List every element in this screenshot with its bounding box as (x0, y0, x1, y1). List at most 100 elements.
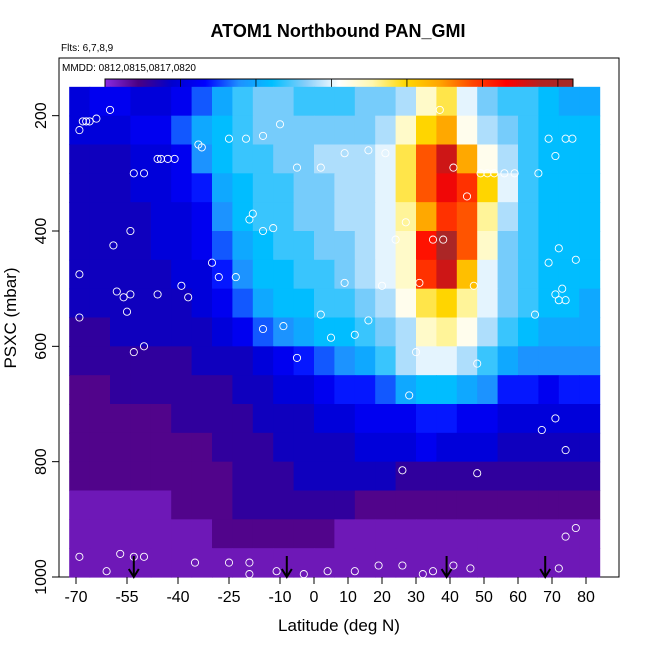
heatmap-cell (232, 259, 254, 290)
heatmap-cell (518, 144, 539, 174)
heatmap-cell (558, 202, 580, 232)
heatmap-cell (89, 202, 111, 232)
heatmap-cell (497, 461, 519, 492)
observation-point (258, 131, 268, 140)
heatmap-cell (171, 404, 193, 434)
heatmap-cell (477, 317, 499, 347)
heatmap-cell (497, 346, 519, 376)
heatmap-cell (314, 461, 335, 492)
heatmap-cell (273, 115, 295, 146)
heatmap-cell (334, 432, 356, 463)
observation-point (75, 313, 84, 322)
y-tick-label: 600 (33, 333, 50, 360)
heatmap-cell (130, 432, 152, 463)
heatmap-cell (314, 490, 335, 520)
observation-point (551, 414, 560, 423)
heatmap-cell (497, 317, 519, 347)
heatmap-cell (375, 288, 397, 319)
heatmap-cell (334, 231, 356, 261)
observation-point (207, 258, 217, 267)
heatmap-cell (150, 461, 172, 492)
heatmap-cell (518, 461, 539, 492)
heatmap-cell (375, 259, 397, 290)
heatmap-cell (477, 490, 499, 520)
x-axis-label: Latitude (deg N) (278, 616, 400, 635)
heatmap-cell (456, 317, 478, 347)
observation-point (350, 330, 359, 339)
heatmap-cell (354, 490, 376, 520)
heatmap-cell (375, 317, 397, 347)
heatmap-cell (69, 490, 91, 520)
heatmap-cell (191, 461, 213, 492)
observation-point (374, 561, 383, 570)
heatmap-cell (558, 231, 580, 261)
heatmap-cell (416, 548, 437, 578)
arrow-head (127, 568, 140, 579)
heatmap-cell (416, 346, 437, 376)
observation-point (398, 561, 407, 570)
heatmap-cell (273, 86, 295, 117)
observation-point (119, 293, 128, 302)
heatmap-cell (314, 375, 335, 405)
heatmap-cell (558, 404, 580, 434)
heatmap-cell (314, 519, 335, 549)
heatmap-cell (334, 202, 356, 232)
observation-point (391, 235, 400, 244)
heatmap-cell (171, 231, 193, 261)
heatmap-cell (69, 375, 91, 405)
observation-point (116, 549, 125, 558)
heatmap-cell (130, 173, 152, 203)
observation-point (326, 333, 336, 342)
heatmap-cell (252, 231, 274, 261)
heatmap-cell (436, 490, 458, 520)
heatmap-cell (191, 490, 213, 520)
heatmap-cell (314, 144, 335, 174)
heatmap-cell (191, 519, 213, 549)
heatmap-cell (110, 375, 131, 405)
heatmap-cell (395, 288, 417, 319)
heatmap-cell (538, 231, 560, 261)
heatmap-cell (456, 259, 478, 290)
heatmap-cell (69, 404, 91, 434)
heatmap-cell (375, 231, 397, 261)
heatmap-cell (69, 548, 91, 578)
heatmap-cell (579, 115, 601, 146)
heatmap-cell (395, 115, 417, 146)
observation-point (364, 146, 373, 155)
heatmap-cell (538, 86, 560, 117)
heatmap-cell (293, 288, 315, 319)
heatmap-cell (191, 202, 213, 232)
heatmap-cell (436, 461, 458, 492)
heatmap-cell (497, 404, 519, 434)
heatmap-cell (232, 346, 254, 376)
heatmap-cell (171, 346, 193, 376)
heatmap-cell (416, 490, 437, 520)
heatmap-cell (518, 115, 539, 146)
heatmap-cell (395, 375, 417, 405)
heatmap-cell (314, 86, 335, 117)
heatmap-cell (293, 461, 315, 492)
heatmap-cell (273, 461, 295, 492)
observation-point (401, 218, 410, 227)
heatmap-cell (558, 461, 580, 492)
heatmap-cell (334, 317, 356, 347)
heatmap-cell (89, 86, 111, 117)
observation-point (350, 567, 359, 576)
heatmap-cell (273, 173, 295, 203)
observation-point (469, 281, 478, 290)
observation-point (568, 134, 577, 143)
heatmap-cell (69, 346, 91, 376)
heatmap-cell (477, 202, 499, 232)
heatmap-cell (191, 404, 213, 434)
heatmap-cell (89, 461, 111, 492)
heatmap-cell (558, 317, 580, 347)
heatmap-cell (375, 519, 397, 549)
heatmap-cell (456, 202, 478, 232)
heatmap-cell (69, 86, 91, 117)
heatmap-cell (334, 490, 356, 520)
heatmap-cell (273, 404, 295, 434)
heatmap-cell (395, 548, 417, 578)
heatmap-cell (212, 259, 233, 290)
heatmap-cell (252, 432, 274, 463)
heatmap-cell (150, 317, 172, 347)
